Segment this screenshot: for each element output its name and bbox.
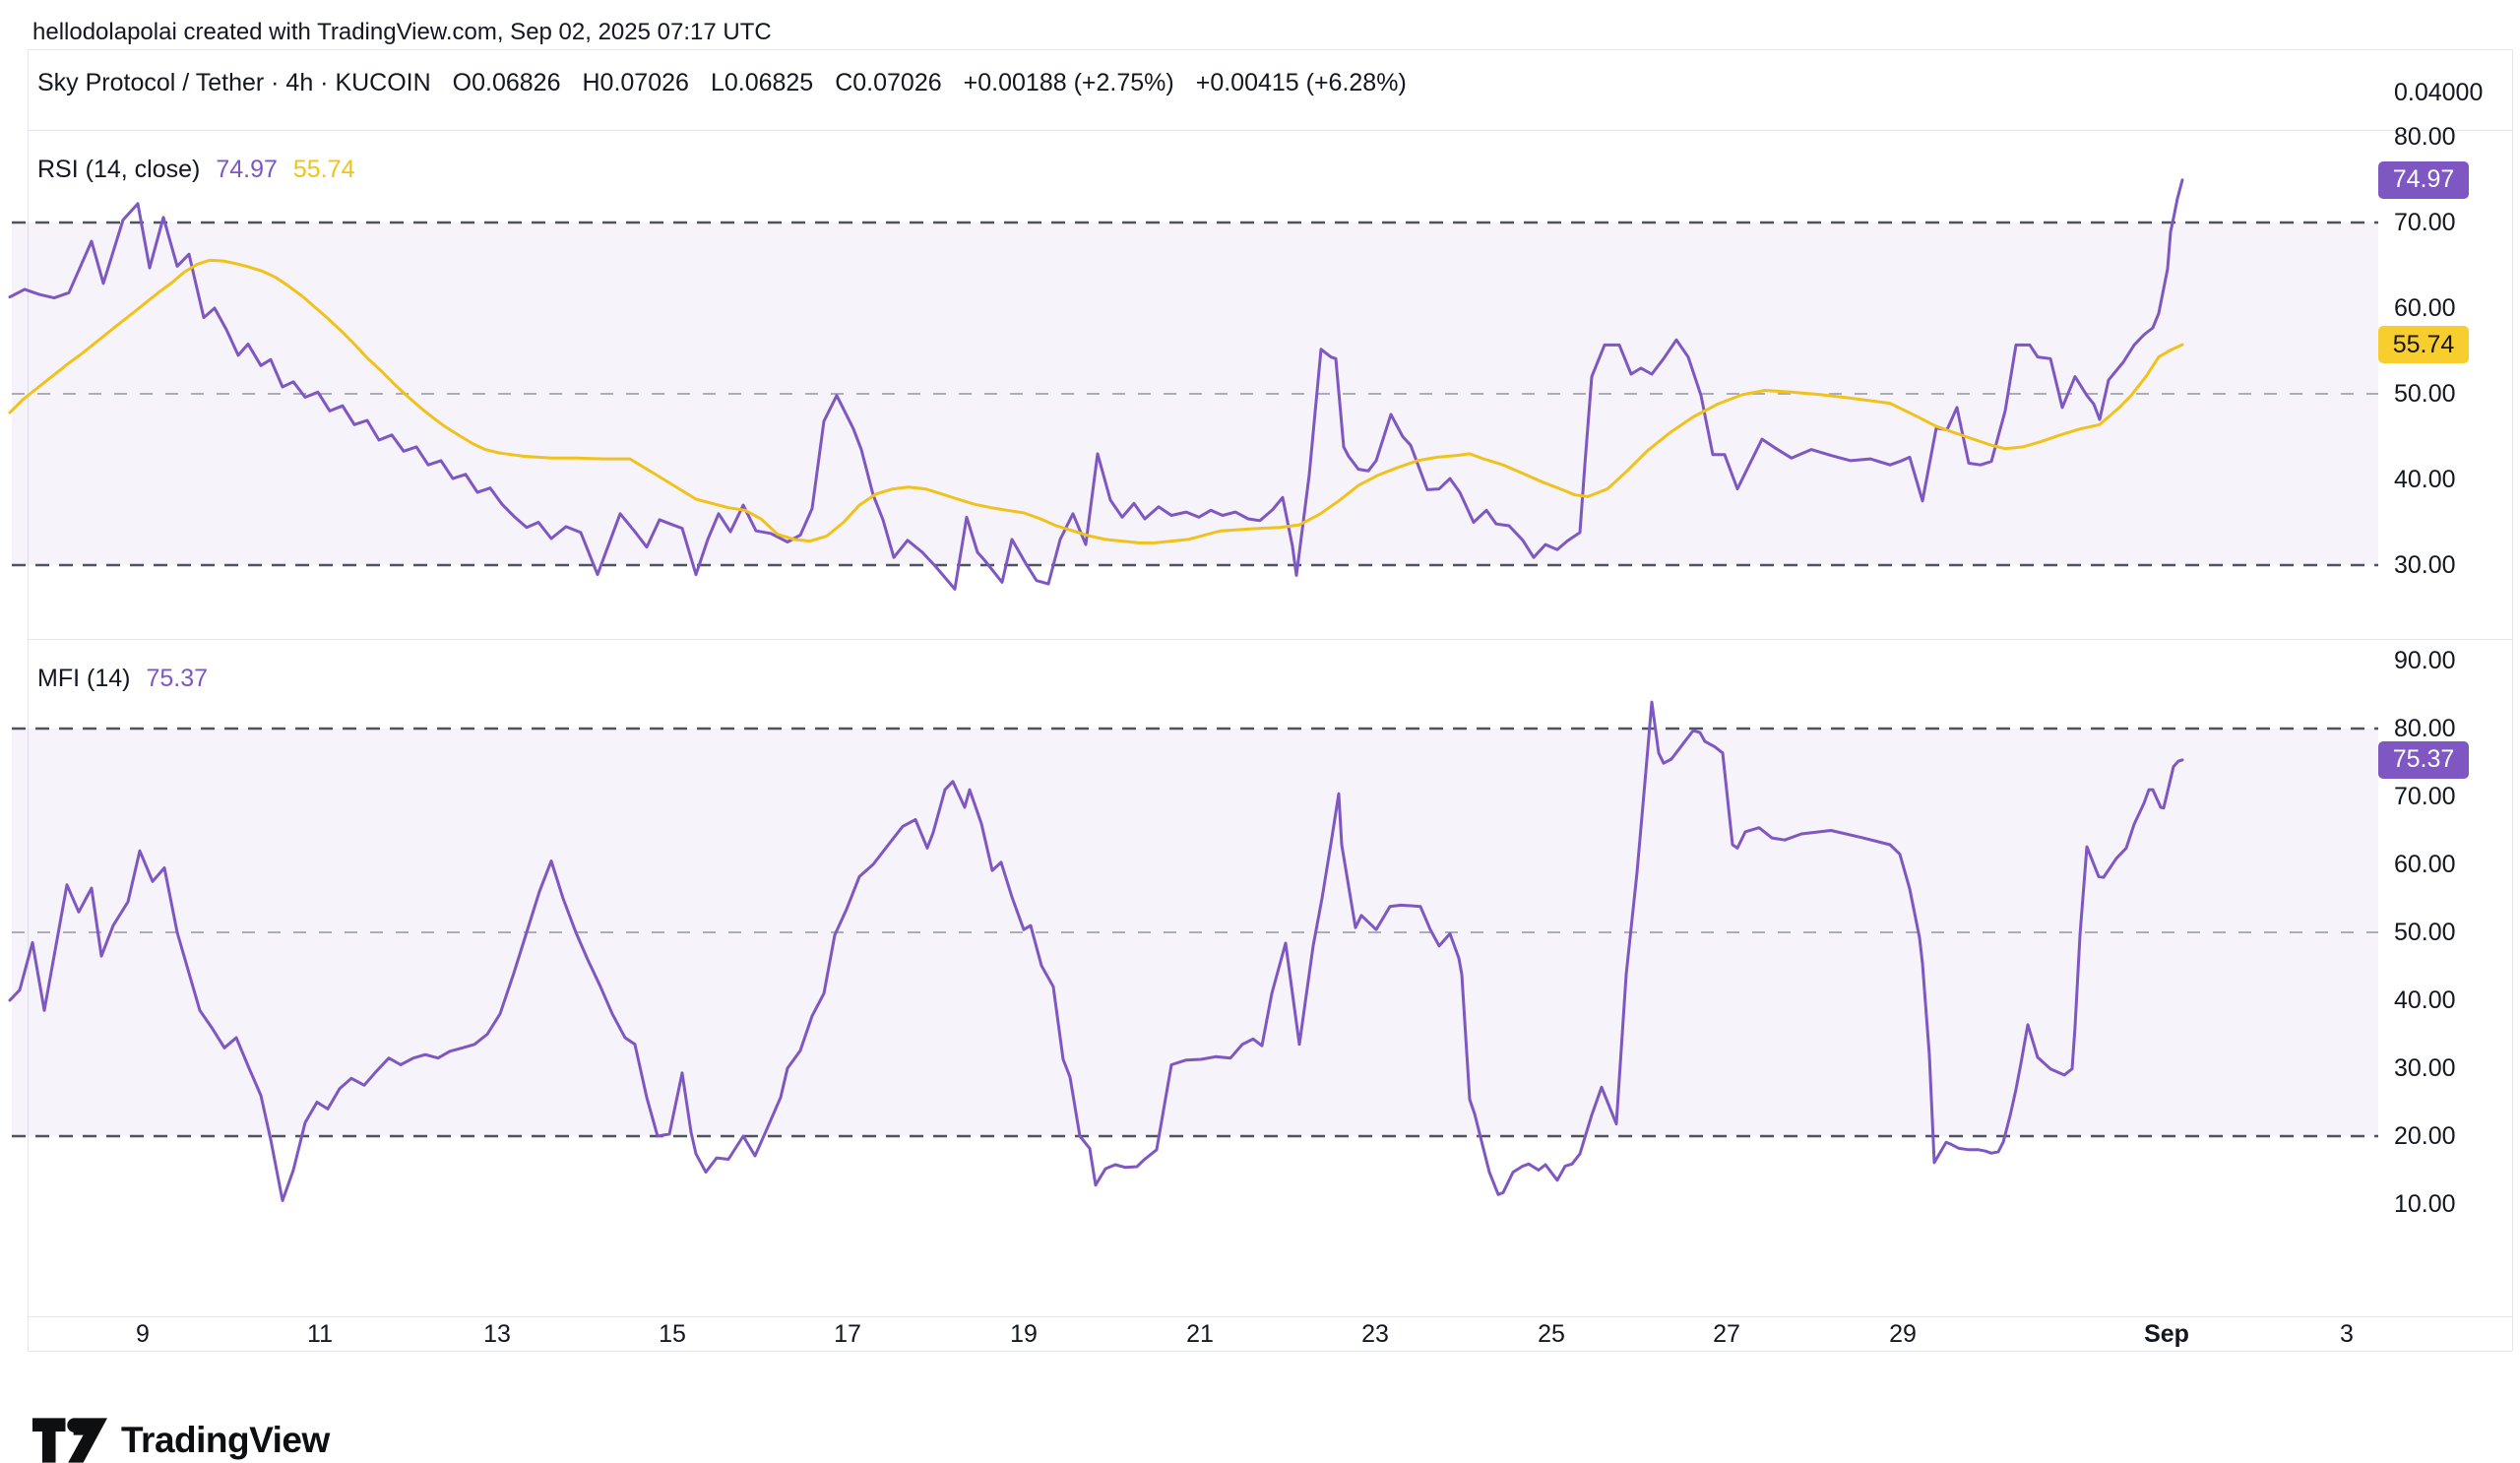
rsi-ytick-40[interactable]: 40.00 bbox=[2394, 466, 2456, 493]
symbol-info-bar[interactable]: Sky Protocol / Tether · 4h · KUCOIN O0.0… bbox=[37, 67, 1407, 98]
rsi-series-1 bbox=[8, 258, 2184, 544]
quote-token-2: L0.06825 bbox=[710, 69, 814, 96]
quote-token-0: O0.06826 bbox=[452, 69, 561, 96]
time-tick-3[interactable]: 3 bbox=[2340, 1320, 2354, 1348]
time-tick-9[interactable]: 9 bbox=[136, 1320, 150, 1348]
attribution-text: hellodolapolai created with TradingView.… bbox=[32, 19, 772, 45]
mfi-series-0 bbox=[8, 700, 2184, 1202]
quote-token-5: +0.00415 (+6.28%) bbox=[1195, 69, 1407, 96]
mfi-ytick-50[interactable]: 50.00 bbox=[2394, 919, 2456, 946]
divider-time-axis bbox=[28, 1316, 2512, 1317]
mfi-legend[interactable]: MFI (14) 75.37 bbox=[37, 663, 208, 694]
time-tick-19[interactable]: 19 bbox=[1010, 1320, 1038, 1348]
mfi-ytick-80[interactable]: 80.00 bbox=[2394, 715, 2456, 742]
tradingview-logo-text: TradingView bbox=[121, 1420, 330, 1460]
divider-panes bbox=[28, 639, 2512, 640]
price-scale-value: 0.04000 bbox=[2394, 79, 2484, 106]
mfi-ytick-20[interactable]: 20.00 bbox=[2394, 1122, 2456, 1150]
rsi-value-badge-1: 55.74 bbox=[2378, 326, 2469, 364]
quote-token-1: H0.07026 bbox=[582, 69, 689, 96]
time-tick-17[interactable]: 17 bbox=[834, 1320, 861, 1348]
mfi-ytick-40[interactable]: 40.00 bbox=[2394, 986, 2456, 1014]
mfi-plot[interactable] bbox=[0, 639, 2520, 1316]
time-tick-Sep[interactable]: Sep bbox=[2144, 1320, 2189, 1348]
time-tick-25[interactable]: 25 bbox=[1538, 1320, 1565, 1348]
rsi-ytick-50[interactable]: 50.00 bbox=[2394, 380, 2456, 408]
mfi-ytick-90[interactable]: 90.00 bbox=[2394, 647, 2456, 674]
mfi-ytick-10[interactable]: 10.00 bbox=[2394, 1190, 2456, 1218]
chart-left-border bbox=[28, 49, 29, 1351]
mfi-pane[interactable]: MFI (14) 75.37 90.00 80.00 70.00 60.00 50.00 40… bbox=[0, 639, 2520, 1316]
chart-right-border bbox=[2512, 49, 2513, 1351]
time-tick-27[interactable]: 27 bbox=[1713, 1320, 1740, 1348]
mfi-ytick-70[interactable]: 70.00 bbox=[2394, 783, 2456, 810]
tradingview-logo[interactable]: TradingView bbox=[32, 1418, 330, 1463]
rsi-legend-value-0: 74.97 bbox=[216, 156, 278, 183]
mfi-ytick-30[interactable]: 30.00 bbox=[2394, 1054, 2456, 1082]
rsi-ytick-60[interactable]: 60.00 bbox=[2394, 294, 2456, 322]
rsi-ytick-30[interactable]: 30.00 bbox=[2394, 551, 2456, 579]
rsi-plot[interactable] bbox=[0, 130, 2520, 639]
rsi-pane[interactable]: RSI (14, close) 74.97 55.74 80.00 70.00 60.00… bbox=[0, 123, 2520, 639]
divider-bottom bbox=[28, 1351, 2512, 1352]
divider-top bbox=[28, 49, 2512, 50]
mfi-legend-title: MFI (14) bbox=[37, 665, 131, 692]
time-tick-21[interactable]: 21 bbox=[1186, 1320, 1214, 1348]
rsi-legend-title: RSI (14, close) bbox=[37, 156, 201, 183]
rsi-value-badge-0: 74.97 bbox=[2378, 160, 2469, 199]
mfi-value-badge-0: 75.37 bbox=[2378, 740, 2469, 779]
symbol-title[interactable]: Sky Protocol / Tether · 4h · KUCOIN bbox=[37, 69, 431, 96]
time-tick-13[interactable]: 13 bbox=[483, 1320, 511, 1348]
rsi-ytick-70[interactable]: 70.00 bbox=[2394, 209, 2456, 236]
rsi-series-0 bbox=[8, 178, 2184, 591]
mfi-ytick-60[interactable]: 60.00 bbox=[2394, 851, 2456, 878]
rsi-legend[interactable]: RSI (14, close) 74.97 55.74 bbox=[37, 154, 354, 185]
quote-token-3: C0.07026 bbox=[835, 69, 942, 96]
rsi-ytick-80[interactable]: 80.00 bbox=[2394, 123, 2456, 151]
tradingview-logo-icon bbox=[32, 1418, 107, 1463]
time-tick-15[interactable]: 15 bbox=[659, 1320, 686, 1348]
time-tick-29[interactable]: 29 bbox=[1889, 1320, 1917, 1348]
mfi-legend-value-0: 75.37 bbox=[146, 665, 209, 692]
time-tick-11[interactable]: 11 bbox=[307, 1320, 333, 1348]
rsi-legend-value-1: 55.74 bbox=[292, 156, 355, 183]
time-tick-23[interactable]: 23 bbox=[1361, 1320, 1389, 1348]
divider-symbol-bar bbox=[28, 130, 2512, 131]
quote-token-4: +0.00188 (+2.75%) bbox=[963, 69, 1174, 96]
